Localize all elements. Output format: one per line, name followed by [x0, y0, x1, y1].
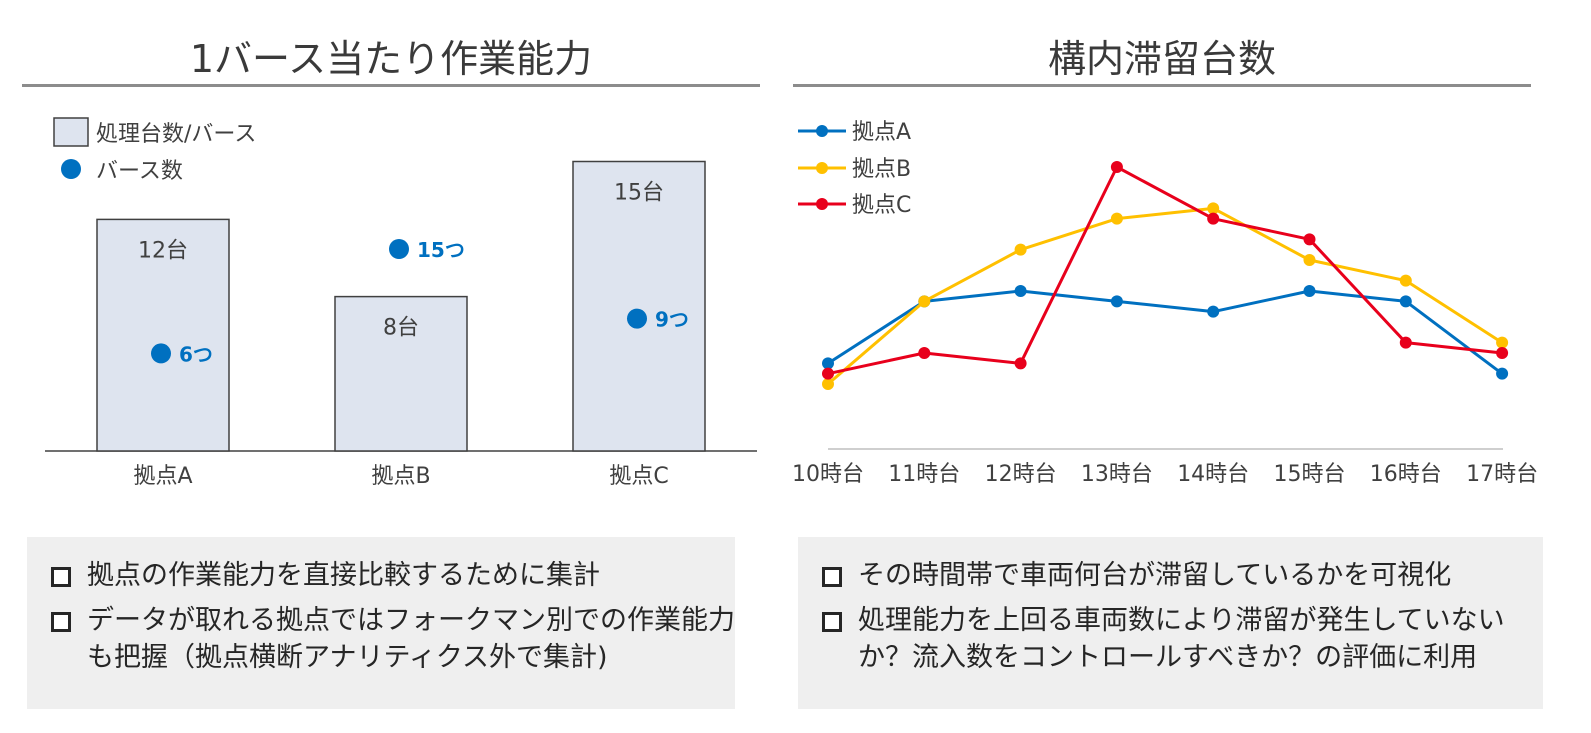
series-line	[827, 165, 1503, 376]
series-point	[1399, 295, 1412, 308]
bar-dot	[389, 239, 409, 259]
bar	[572, 160, 706, 452]
series-point	[1207, 305, 1220, 318]
bar-dot	[627, 308, 647, 329]
bar-chart-title: 1バース当たり作業能力	[189, 37, 593, 81]
series-point	[1110, 295, 1123, 308]
series-point	[1496, 367, 1509, 380]
line-chart-title: 構内滞留台数	[1047, 37, 1276, 81]
series-point	[1399, 274, 1412, 287]
bar-dot	[151, 343, 171, 364]
series-point	[918, 347, 931, 359]
bar-value-label: 12台	[138, 238, 188, 263]
legend-label-a: 拠点A	[852, 120, 911, 145]
checkbox-bullet-icon	[51, 612, 71, 632]
series-point	[1110, 161, 1123, 173]
checkbox-bullet-icon	[822, 612, 842, 632]
bar	[334, 295, 468, 452]
right-note-1-text: その時間帯で車両何台が滞留しているかを可視化	[858, 560, 1452, 591]
bar-dot-label: 6つ	[179, 342, 213, 366]
line-x-tick-label: 14時台	[1177, 462, 1249, 487]
series-line	[827, 289, 1504, 375]
line-title-divider	[793, 84, 1531, 87]
legend-label-b: 拠点B	[852, 157, 911, 182]
bar-category-label: 拠点C	[609, 464, 668, 489]
left-notes-box: 拠点の作業能力を直接比較するために集計 データが取れる拠点ではフォークマン別での…	[27, 537, 735, 709]
bar-value-label: 15台	[614, 181, 664, 206]
series-point	[1303, 285, 1316, 297]
legend-swatch-bar	[53, 117, 89, 147]
series-point	[1014, 243, 1027, 256]
line-x-tick-label: 13時台	[1081, 462, 1153, 487]
right-note-2: 処理能力を上回る車両数により滞留が発生していないか？流入数をコントロールすべきか…	[818, 602, 1543, 676]
line-x-tick-label: 17時台	[1466, 462, 1538, 487]
series-point	[1303, 233, 1316, 246]
checkbox-bullet-icon	[822, 567, 842, 587]
bar-category-label: 拠点B	[371, 464, 430, 489]
line-x-tick-label: 10時台	[792, 462, 864, 487]
right-notes-box: その時間帯で車両何台が滞留しているかを可視化 処理能力を上回る車両数により滞留が…	[798, 537, 1543, 709]
legend-item-b: 拠点B	[798, 157, 911, 182]
series-point	[1496, 347, 1509, 359]
right-note-2-text: 処理能力を上回る車両数により滞留が発生していないか？流入数をコントロールすべきか…	[858, 605, 1505, 673]
series-point	[1207, 212, 1220, 225]
series-point	[822, 367, 834, 380]
checkbox-bullet-icon	[51, 567, 71, 587]
series-point	[1014, 285, 1027, 297]
series-point	[822, 357, 834, 370]
series-point	[1207, 202, 1220, 215]
left-note-2: データが取れる拠点ではフォークマン別での作業能力も把握（拠点横断アナリティクス外…	[47, 602, 735, 676]
right-note-1: その時間帯で車両何台が滞留しているかを可視化	[818, 557, 1543, 594]
line-x-tick-label: 15時台	[1274, 462, 1346, 487]
legend-label-bar: 処理台数/バース	[96, 122, 256, 147]
legend-swatch-dot	[61, 159, 81, 179]
left-note-2-text: データが取れる拠点ではフォークマン別での作業能力も把握（拠点横断アナリティクス外…	[87, 605, 735, 673]
series-point	[1496, 336, 1509, 349]
legend-item-c: 拠点C	[798, 193, 911, 218]
bar-dot-label: 15つ	[417, 238, 465, 262]
series-point	[1399, 336, 1412, 349]
left-note-1: 拠点の作業能力を直接比較するために集計	[47, 557, 735, 594]
line-chart: 10時台 11時台 12時台 13時台 14時台 15時台 16時台 17時台	[792, 161, 1538, 487]
legend-label-c: 拠点C	[852, 193, 911, 218]
bar-value-label: 8台	[383, 316, 419, 341]
series-point	[918, 295, 931, 308]
line-x-tick-label: 12時台	[985, 462, 1057, 487]
left-note-1-text: 拠点の作業能力を直接比較するために集計	[87, 560, 600, 591]
bar	[96, 218, 230, 452]
legend-label-dot: バース数	[96, 159, 183, 184]
bar-category-label: 拠点A	[133, 464, 192, 489]
bar-dot-label: 9つ	[655, 308, 689, 332]
bar-title-divider	[22, 84, 760, 87]
series-point	[822, 378, 834, 390]
series-point	[1110, 212, 1123, 225]
legend-item-a: 拠点A	[798, 120, 911, 145]
series-point	[1014, 357, 1027, 370]
series-point	[1303, 254, 1316, 266]
series-line	[827, 206, 1503, 386]
line-x-tick-label: 11時台	[888, 462, 960, 487]
line-x-tick-label: 16時台	[1370, 462, 1442, 487]
